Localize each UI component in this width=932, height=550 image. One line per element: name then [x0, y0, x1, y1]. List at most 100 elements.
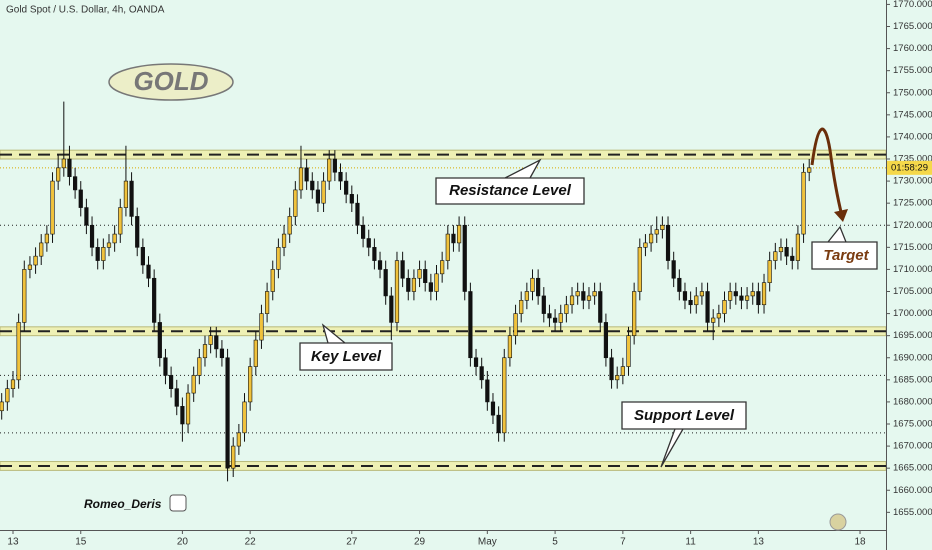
candle-body	[101, 247, 106, 261]
candle-body	[383, 269, 388, 297]
support-callout	[621, 401, 747, 468]
candle-body	[146, 264, 151, 279]
logo-icon	[829, 513, 847, 531]
candle-body	[95, 247, 100, 261]
target-arrow	[810, 127, 844, 217]
candle-body	[174, 388, 179, 407]
candle-body	[5, 388, 10, 403]
candle-body	[360, 224, 366, 239]
x-tick-label: 20	[177, 537, 189, 548]
candle-body	[536, 277, 541, 297]
candle-body	[581, 291, 586, 301]
support-label: Support Level	[634, 407, 735, 424]
y-tick-label: 1680.000	[893, 396, 932, 407]
x-tick-label: 11	[685, 537, 696, 548]
key-label: Key Level	[311, 348, 382, 365]
candle-body	[67, 158, 72, 177]
resistance-label: Resistance Level	[449, 182, 572, 199]
candle-body	[632, 291, 637, 336]
y-tick-label: 1655.000	[893, 507, 932, 518]
candle-body	[22, 269, 27, 323]
candle-body	[592, 291, 597, 297]
candle-body	[169, 375, 174, 389]
y-tick-label: 1675.000	[893, 419, 932, 430]
y-tick-label: 1725.000	[893, 198, 932, 209]
candle-body	[349, 194, 354, 204]
candle-body	[530, 277, 535, 292]
candle-body	[191, 375, 196, 394]
candle-body	[315, 189, 321, 204]
candle-body	[197, 357, 202, 376]
candle-body	[643, 242, 648, 248]
candle-body	[586, 295, 592, 301]
candle-body	[400, 260, 405, 279]
candle-body	[541, 295, 546, 314]
candle-body	[157, 322, 162, 359]
y-tick-label: 1715.000	[893, 242, 932, 253]
candle-body	[253, 339, 258, 367]
candle-body	[603, 322, 609, 359]
y-tick-label: 1755.000	[893, 65, 932, 76]
candle-body	[355, 202, 360, 226]
candle-body	[406, 277, 411, 292]
candle-body	[756, 291, 761, 306]
candle-body	[694, 295, 699, 306]
candle-body	[682, 291, 688, 301]
y-tick-label: 1695.000	[893, 330, 932, 341]
candle-body	[163, 357, 168, 376]
candle-body	[728, 291, 733, 301]
candle-body	[552, 317, 558, 323]
y-tick-label: 1765.000	[893, 21, 932, 32]
candle-body	[208, 335, 213, 345]
candle-body	[338, 171, 343, 182]
candle-body	[293, 189, 298, 217]
candle-body	[50, 180, 55, 235]
candle-body	[106, 242, 112, 248]
candle-body	[626, 335, 631, 367]
y-tick-label: 1670.000	[893, 441, 932, 452]
candle-body	[671, 260, 676, 279]
candle-body	[434, 273, 439, 292]
candle-body	[39, 242, 44, 257]
candle-body	[411, 277, 417, 292]
x-tick-label: 27	[346, 537, 358, 548]
candle-body	[654, 229, 659, 235]
candle-body	[479, 366, 484, 381]
candle-body	[56, 167, 61, 182]
candle-body	[152, 277, 157, 323]
candle-body	[84, 207, 89, 226]
candle-body	[569, 295, 575, 306]
candle-body	[761, 282, 767, 306]
x-tick-label: 18	[854, 537, 866, 548]
candle-body	[332, 158, 337, 173]
candle-body	[377, 260, 383, 270]
candle-body	[456, 224, 462, 244]
candle-body	[750, 291, 755, 297]
candle-body	[185, 392, 191, 425]
candle-body	[564, 304, 569, 314]
candle-body	[716, 313, 721, 319]
candle-body	[547, 313, 552, 319]
x-tick-label: 13	[7, 537, 19, 548]
countdown: 01:58:29	[891, 162, 928, 173]
candle-body	[366, 238, 371, 248]
candle-body	[281, 233, 287, 248]
y-tick-label: 1690.000	[893, 352, 932, 363]
y-tick-label: 1760.000	[893, 43, 932, 54]
candle-body	[784, 247, 789, 257]
gold-badge	[108, 63, 234, 101]
candle-body	[118, 207, 123, 235]
candle-body	[135, 216, 140, 248]
candle-body	[807, 167, 812, 173]
candle-body	[219, 348, 225, 359]
candle-body	[575, 291, 580, 297]
candle-body	[112, 233, 117, 244]
candle-body	[33, 255, 38, 266]
candle-body	[89, 224, 95, 248]
candle-body	[767, 260, 772, 283]
candle-body	[248, 366, 253, 403]
candle-body	[78, 189, 83, 208]
candle-body	[558, 313, 563, 323]
candle-body	[298, 167, 304, 191]
thumb-icon	[169, 494, 187, 512]
